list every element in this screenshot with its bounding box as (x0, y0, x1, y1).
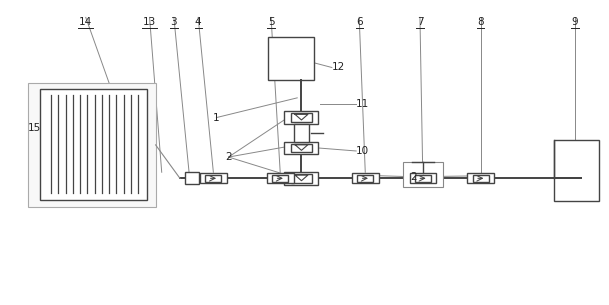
Text: 5: 5 (268, 17, 275, 27)
Bar (473, 175, 489, 182)
Bar (205, 175, 222, 182)
Text: 15: 15 (27, 123, 41, 133)
Bar (267, 173, 294, 183)
Bar (357, 175, 373, 182)
Text: 8: 8 (477, 17, 484, 27)
Text: 11: 11 (356, 99, 370, 109)
Bar (200, 173, 227, 183)
Bar (28, 83, 156, 207)
Bar (415, 175, 431, 182)
Bar (291, 113, 312, 122)
Text: 6: 6 (356, 17, 362, 27)
Bar (272, 175, 288, 182)
Bar (294, 124, 309, 142)
Bar (284, 142, 319, 154)
Text: 13: 13 (143, 17, 156, 27)
Bar (284, 111, 319, 124)
Bar (467, 173, 494, 183)
Bar (291, 144, 312, 152)
Text: 2: 2 (225, 152, 232, 162)
Text: 3: 3 (171, 17, 177, 27)
Bar (291, 174, 312, 183)
Text: 1: 1 (213, 113, 220, 123)
Bar (352, 173, 379, 183)
Text: 7: 7 (417, 17, 423, 27)
Text: 2: 2 (410, 172, 417, 182)
Text: 10: 10 (356, 146, 369, 156)
Bar (268, 37, 314, 80)
Bar (410, 173, 437, 183)
Text: 14: 14 (79, 17, 93, 27)
Text: 9: 9 (572, 17, 578, 27)
Bar (185, 172, 199, 185)
Text: 4: 4 (195, 17, 202, 27)
Text: 12: 12 (332, 63, 345, 73)
Bar (40, 89, 147, 199)
Bar (554, 140, 599, 201)
Bar (284, 172, 319, 185)
Bar (403, 162, 443, 187)
